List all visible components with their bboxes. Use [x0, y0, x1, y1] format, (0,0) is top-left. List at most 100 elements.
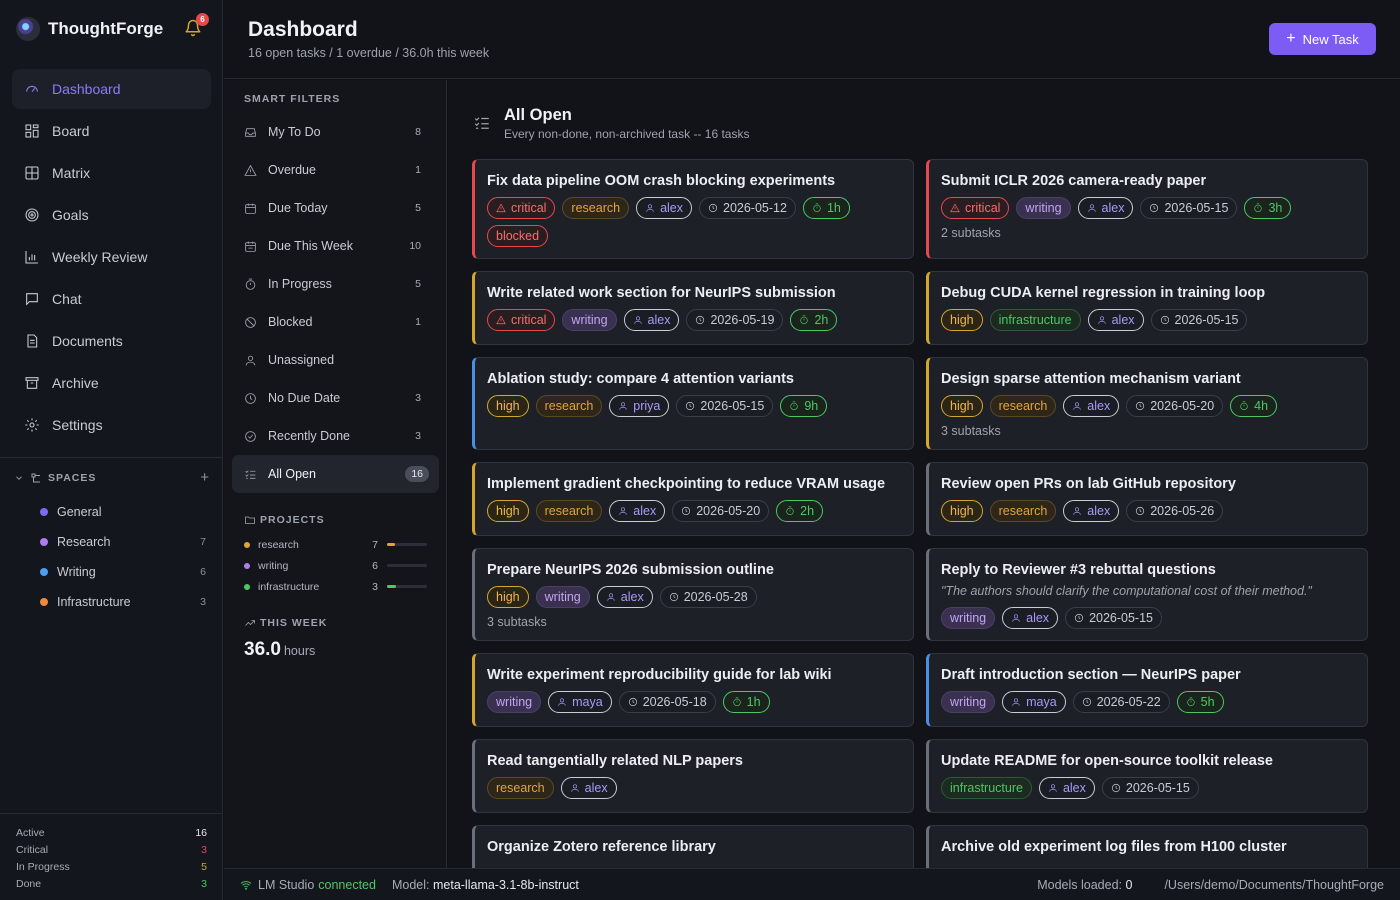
- priority-badge[interactable]: critical: [487, 197, 556, 219]
- nav-item-board[interactable]: Board: [12, 111, 211, 151]
- time-estimate-tag[interactable]: 2h: [776, 500, 824, 522]
- due-date-tag[interactable]: 2026-05-28: [659, 586, 757, 608]
- task-card[interactable]: Organize Zotero reference library: [472, 825, 914, 868]
- task-card[interactable]: Submit ICLR 2026 camera-ready paper criti…: [926, 159, 1368, 259]
- due-date-tag[interactable]: 2026-05-19: [686, 309, 784, 331]
- bell-icon[interactable]: [184, 19, 202, 37]
- priority-badge[interactable]: high: [487, 586, 529, 608]
- filter-my-to-do[interactable]: My To Do 8: [232, 113, 439, 151]
- task-card[interactable]: Draft introduction section — NeurIPS pap…: [926, 653, 1368, 727]
- filter-due-this-week[interactable]: Due This Week 10: [232, 227, 439, 265]
- task-card[interactable]: Ablation study: compare 4 attention vari…: [472, 357, 914, 450]
- nav-item-goals[interactable]: Goals: [12, 195, 211, 235]
- nav-item-documents[interactable]: Documents: [12, 321, 211, 361]
- task-card[interactable]: Read tangentially related NLP papers rese…: [472, 739, 914, 813]
- filter-recently-done[interactable]: Recently Done 3: [232, 417, 439, 455]
- priority-badge[interactable]: high: [941, 500, 983, 522]
- time-estimate-tag[interactable]: 1h: [802, 197, 850, 219]
- project-tag[interactable]: research: [535, 395, 603, 417]
- assignee-tag[interactable]: alex: [560, 777, 617, 799]
- nav-item-chat[interactable]: Chat: [12, 279, 211, 319]
- task-card[interactable]: Debug CUDA kernel regression in training…: [926, 271, 1368, 345]
- assignee-tag[interactable]: alex: [623, 309, 680, 331]
- due-date-tag[interactable]: 2026-05-15: [1140, 197, 1238, 219]
- project-tag[interactable]: infrastructure: [941, 777, 1032, 799]
- due-date-tag[interactable]: 2026-05-20: [672, 500, 770, 522]
- add-space-button[interactable]: +: [200, 469, 210, 486]
- due-date-tag[interactable]: 2026-05-20: [1126, 395, 1224, 417]
- due-date-tag[interactable]: 2026-05-15: [1150, 309, 1248, 331]
- time-estimate-tag[interactable]: 9h: [780, 395, 828, 417]
- task-card[interactable]: Write experiment reproducibility guide f…: [472, 653, 914, 727]
- task-card[interactable]: Design sparse attention mechanism varian…: [926, 357, 1368, 450]
- due-date-tag[interactable]: 2026-05-15: [1101, 777, 1199, 799]
- project-tag[interactable]: writing: [535, 586, 590, 608]
- assignee-tag[interactable]: alex: [1077, 197, 1134, 219]
- filter-in-progress[interactable]: In Progress 5: [232, 265, 439, 303]
- due-date-tag[interactable]: 2026-05-15: [1065, 607, 1163, 629]
- project-tag[interactable]: research: [989, 500, 1057, 522]
- due-date-tag[interactable]: 2026-05-26: [1126, 500, 1224, 522]
- filter-overdue[interactable]: Overdue 1: [232, 151, 439, 189]
- spaces-header[interactable]: SPACES +: [14, 469, 210, 486]
- assignee-tag[interactable]: alex: [596, 586, 653, 608]
- space-item-writing[interactable]: Writing 6: [40, 557, 206, 587]
- assignee-tag[interactable]: alex: [1063, 500, 1120, 522]
- project-writing[interactable]: writing 6: [244, 555, 427, 576]
- assignee-tag[interactable]: alex: [636, 197, 692, 219]
- project-tag[interactable]: infrastructure: [989, 309, 1081, 331]
- task-card[interactable]: Write related work section for NeurIPS s…: [472, 271, 914, 345]
- project-tag[interactable]: research: [562, 197, 630, 219]
- space-item-infrastructure[interactable]: Infrastructure 3: [40, 587, 206, 617]
- project-tag[interactable]: research: [535, 500, 603, 522]
- project-infrastructure[interactable]: infrastructure 3: [244, 576, 427, 597]
- filter-blocked[interactable]: Blocked 1: [232, 303, 439, 341]
- nav-item-settings[interactable]: Settings: [12, 405, 211, 445]
- project-research[interactable]: research 7: [244, 534, 427, 555]
- assignee-tag[interactable]: alex: [1002, 607, 1059, 629]
- time-estimate-tag[interactable]: 5h: [1176, 691, 1224, 713]
- due-date-tag[interactable]: 2026-05-15: [676, 395, 774, 417]
- filter-due-today[interactable]: Due Today 5: [232, 189, 439, 227]
- assignee-tag[interactable]: maya: [1002, 691, 1066, 713]
- chevron-down-icon[interactable]: [14, 473, 24, 483]
- space-item-general[interactable]: General: [40, 497, 206, 527]
- priority-badge[interactable]: critical: [487, 309, 556, 331]
- project-tag[interactable]: writing: [1016, 197, 1071, 219]
- assignee-tag[interactable]: alex: [1063, 395, 1120, 417]
- task-card[interactable]: Reply to Reviewer #3 rebuttal questions "…: [926, 548, 1368, 641]
- time-estimate-tag[interactable]: 3h: [1244, 197, 1292, 219]
- project-tag[interactable]: writing: [941, 691, 996, 713]
- blocked-badge[interactable]: blocked: [487, 225, 549, 247]
- priority-badge[interactable]: critical: [941, 197, 1010, 219]
- priority-badge[interactable]: high: [487, 500, 529, 522]
- nav-item-weekly-review[interactable]: Weekly Review: [12, 237, 211, 277]
- task-card[interactable]: Implement gradient checkpointing to redu…: [472, 462, 914, 536]
- nav-item-matrix[interactable]: Matrix: [12, 153, 211, 193]
- task-card[interactable]: Archive old experiment log files from H1…: [926, 825, 1368, 868]
- assignee-tag[interactable]: alex: [1087, 309, 1144, 331]
- priority-badge[interactable]: high: [941, 309, 983, 331]
- priority-badge[interactable]: high: [487, 395, 529, 417]
- project-tag[interactable]: writing: [941, 607, 996, 629]
- priority-badge[interactable]: high: [941, 395, 983, 417]
- due-date-tag[interactable]: 2026-05-12: [699, 197, 796, 219]
- assignee-tag[interactable]: maya: [548, 691, 612, 713]
- nav-item-dashboard[interactable]: Dashboard: [12, 69, 211, 109]
- time-estimate-tag[interactable]: 1h: [722, 691, 770, 713]
- task-card[interactable]: Review open PRs on lab GitHub repository…: [926, 462, 1368, 536]
- assignee-tag[interactable]: alex: [609, 500, 666, 522]
- due-date-tag[interactable]: 2026-05-22: [1072, 691, 1170, 713]
- space-item-research[interactable]: Research 7: [40, 527, 206, 557]
- task-card[interactable]: Fix data pipeline OOM crash blocking exp…: [472, 159, 914, 259]
- time-estimate-tag[interactable]: 4h: [1230, 395, 1278, 417]
- task-card[interactable]: Prepare NeurIPS 2026 submission outline h…: [472, 548, 914, 641]
- task-card[interactable]: Update README for open-source toolkit re…: [926, 739, 1368, 813]
- project-tag[interactable]: writing: [487, 691, 542, 713]
- assignee-tag[interactable]: alex: [1038, 777, 1095, 799]
- project-tag[interactable]: writing: [562, 309, 617, 331]
- new-task-button[interactable]: + New Task: [1269, 23, 1376, 55]
- assignee-tag[interactable]: priya: [609, 395, 670, 417]
- nav-item-archive[interactable]: Archive: [12, 363, 211, 403]
- filter-unassigned[interactable]: Unassigned: [232, 341, 439, 379]
